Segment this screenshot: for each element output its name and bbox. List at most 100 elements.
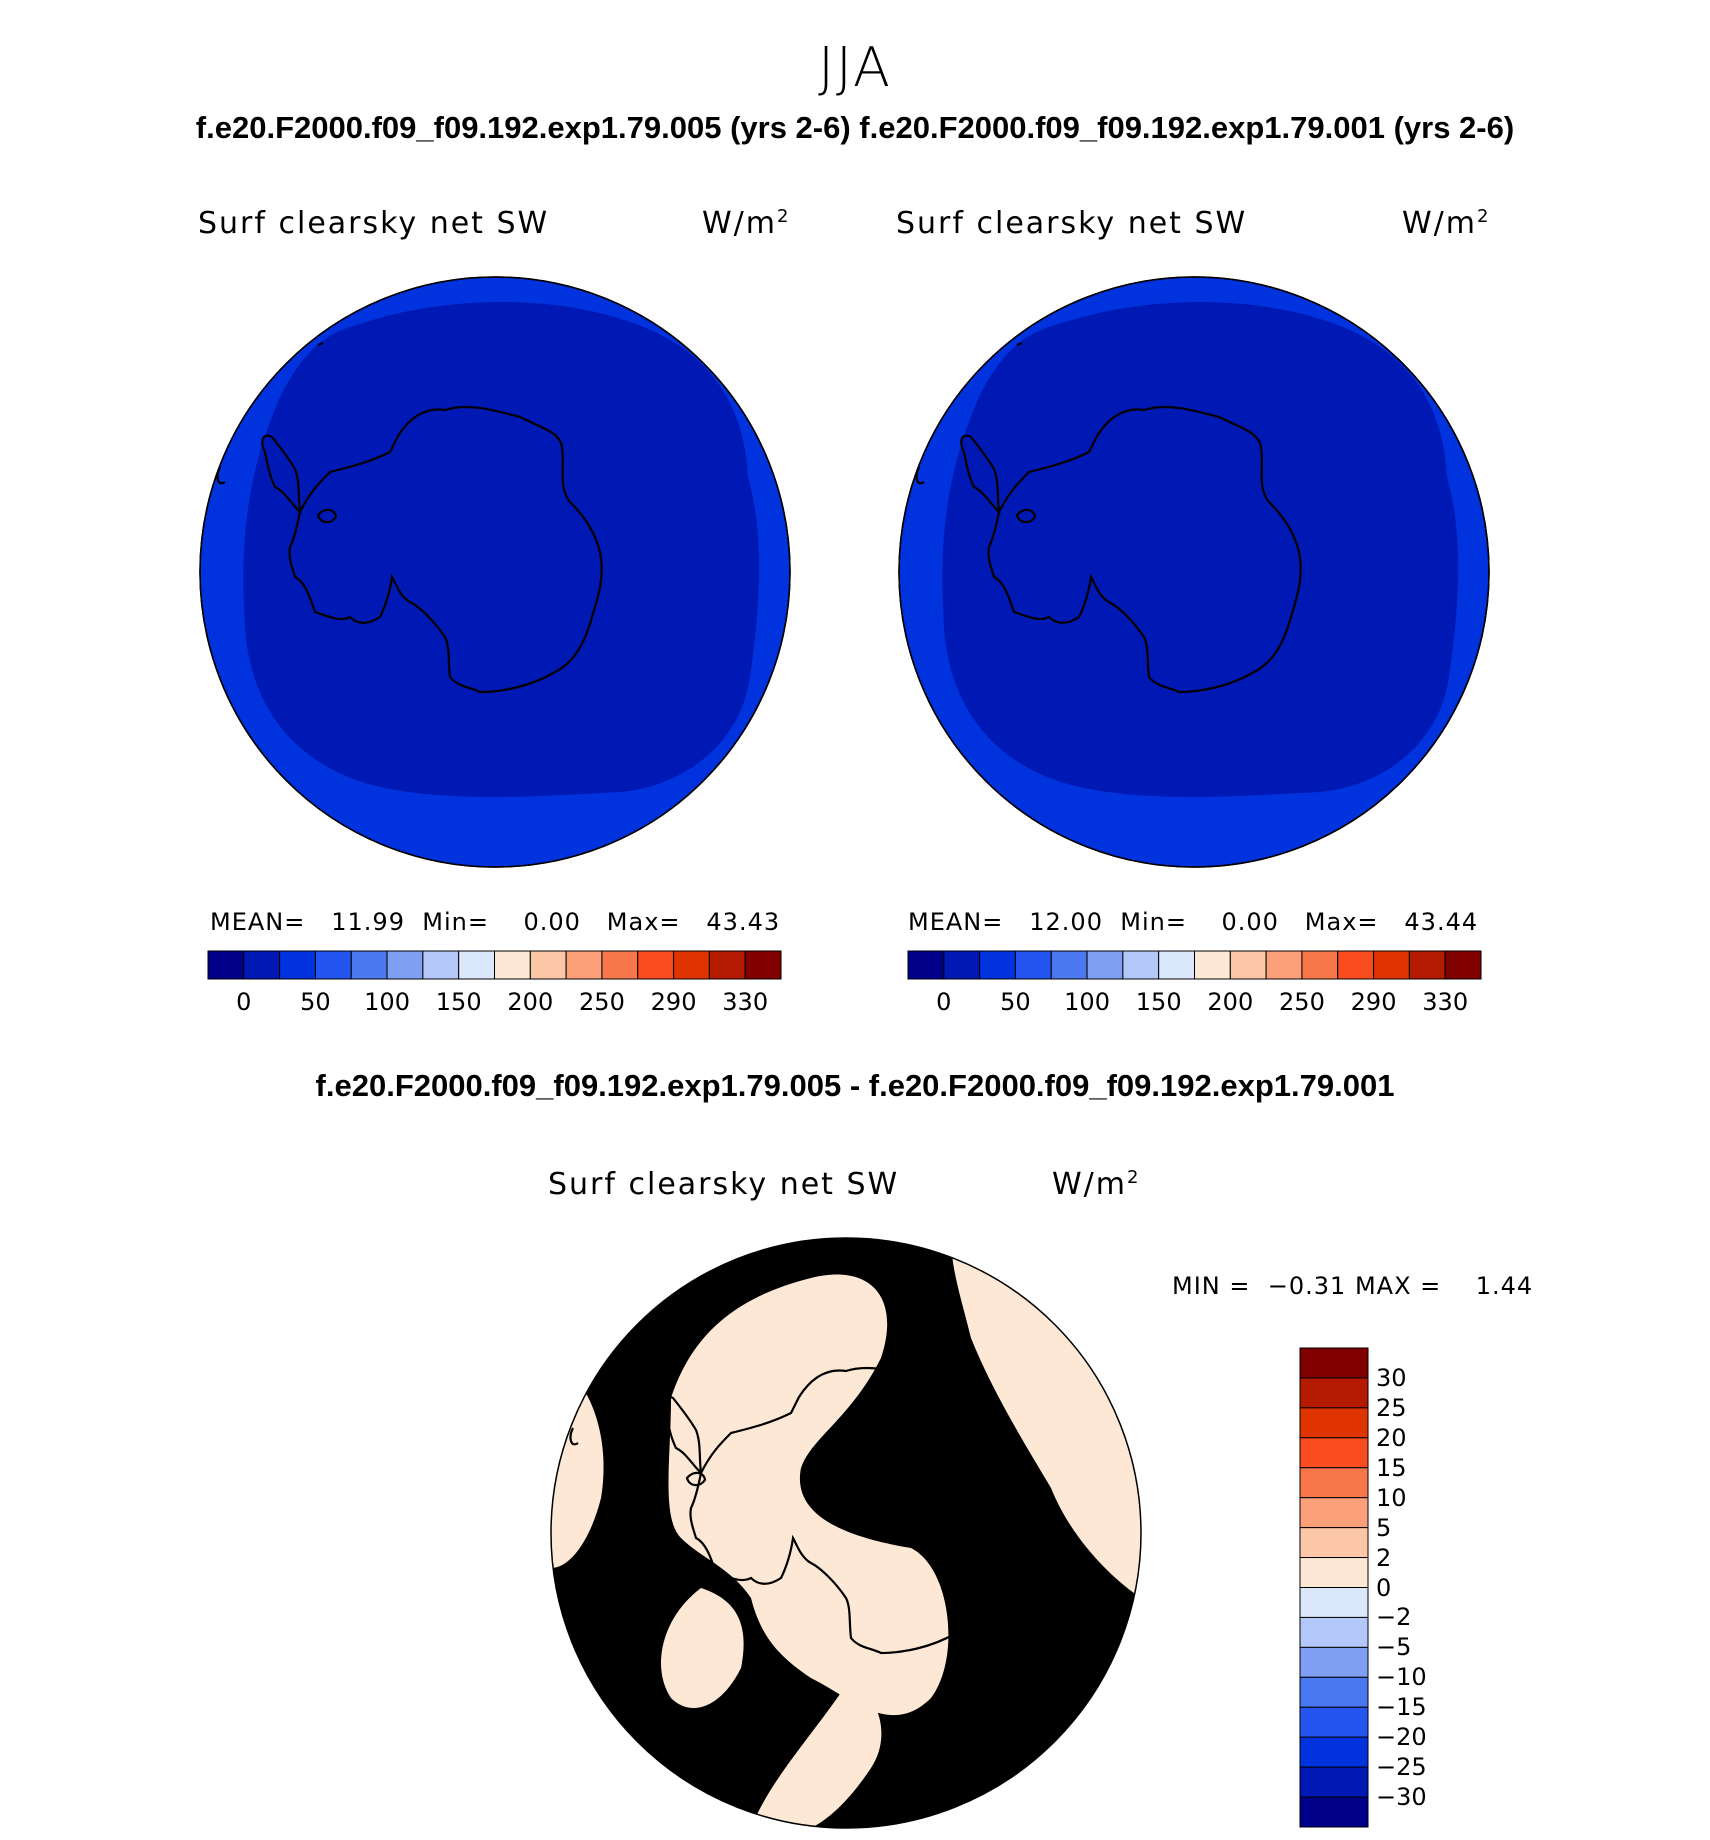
diff-polar-map: [550, 1237, 1142, 1829]
colorbar-swatch: [565, 950, 603, 980]
colorbar-swatch: [458, 950, 495, 980]
colorbar-swatch: [1158, 950, 1195, 980]
colorbar-swatch: [1299, 1736, 1369, 1768]
case-titles: f.e20.F2000.f09_f09.192.exp1.79.005 (yrs…: [195, 110, 1515, 145]
colorbar-swatch: [1299, 1557, 1369, 1588]
colorbar-swatch: [386, 950, 424, 980]
colorbar-tick-label: 15: [1376, 1453, 1407, 1482]
colorbar-tick-label: −15: [1376, 1693, 1427, 1722]
colorbar-tick-label: −20: [1376, 1723, 1427, 1752]
colorbar-swatch: [979, 950, 1016, 980]
map2-peninsula: [960, 434, 1001, 516]
diff-units: W/m2: [1052, 1167, 1141, 1202]
colorbar-swatch: [1014, 950, 1052, 980]
colorbar-swatch: [1299, 1796, 1369, 1828]
colorbar-tick-label: 250: [579, 988, 625, 1016]
colorbar-tick-label: 25: [1376, 1393, 1407, 1422]
colorbar-swatch: [1299, 1407, 1369, 1439]
diff-positive-regions: [551, 1238, 1141, 1828]
colorbar-swatch: [1229, 950, 1267, 980]
colorbar-swatch: [1299, 1437, 1369, 1469]
colorbar-tick-label: 0: [936, 988, 952, 1016]
colorbar-swatch: [494, 950, 531, 980]
colorbar-tick-label: 2: [1376, 1543, 1392, 1572]
difference-title: f.e20.F2000.f09_f09.192.exp1.79.005 - f.…: [315, 1068, 1395, 1103]
diff-peninsula: [662, 1395, 703, 1477]
colorbar-tick-label: 0: [236, 988, 252, 1016]
colorbar-swatch: [422, 950, 460, 980]
panel2-units: W/m2: [1402, 206, 1491, 241]
colorbar-tick-label: −10: [1376, 1663, 1427, 1692]
colorbar-tick-label: 5: [1376, 1513, 1392, 1542]
colorbar-swatch: [1299, 1497, 1369, 1529]
colorbar-swatch: [907, 950, 945, 980]
colorbar-swatch: [1299, 1377, 1369, 1409]
colorbar-tick-label: −30: [1376, 1783, 1427, 1812]
colorbar-swatch: [1444, 950, 1482, 980]
colorbar-swatch: [1299, 1676, 1369, 1708]
colorbar-swatch: [1337, 950, 1375, 980]
colorbar-swatch: [708, 950, 746, 980]
panel1-units: W/m2: [702, 206, 791, 241]
colorbar-tick-label: 100: [364, 988, 410, 1016]
panel2-polar-map: [898, 276, 1490, 868]
diff-antarctica-coastline: [689, 1366, 1004, 1655]
panel1-polar-map: [199, 276, 791, 868]
colorbar-swatch: [744, 950, 782, 980]
panel2-variable-title: Surf clearsky net SW: [896, 206, 1248, 241]
colorbar-tick-label: 290: [1350, 988, 1397, 1016]
colorbar-swatch: [529, 950, 567, 980]
colorbar-tick-label: 150: [1135, 988, 1182, 1016]
colorbar-swatch: [350, 950, 388, 980]
map2-antarctica-coastline: [987, 405, 1302, 694]
colorbar-tick-label: 200: [1207, 988, 1254, 1016]
diff-map-border: [550, 1237, 1142, 1829]
colorbar-swatch: [1299, 1347, 1369, 1379]
map2-inner-field: [942, 302, 1459, 797]
colorbar-tick-label: 200: [507, 988, 554, 1016]
colorbar-swatch: [1265, 950, 1303, 980]
colorbar-tick-label: 50: [1000, 988, 1031, 1016]
colorbar-swatch: [1050, 950, 1088, 980]
colorbar-tick-label: −5: [1376, 1633, 1412, 1662]
colorbar-tick-label: 100: [1064, 988, 1110, 1016]
colorbar-swatch: [1299, 1766, 1369, 1798]
colorbar-tick-label: −2: [1376, 1603, 1412, 1632]
map1-inner-field: [243, 302, 760, 797]
colorbar-swatch: [673, 950, 710, 980]
colorbar-swatch: [1299, 1587, 1369, 1618]
panel1-stats: MEAN= 11.99 Min= 0.00 Max= 43.43: [210, 908, 781, 936]
map1-border: [199, 276, 791, 868]
colorbar-swatch: [1299, 1467, 1369, 1499]
colorbar-tick-label: 0: [1376, 1573, 1392, 1602]
season-title: JJA: [818, 36, 892, 99]
diff-variable-title: Surf clearsky net SW: [548, 1167, 900, 1202]
panel1-variable-title: Surf clearsky net SW: [198, 206, 550, 241]
colorbar-swatch: [637, 950, 675, 980]
colorbar-swatch: [601, 950, 639, 980]
colorbar-swatch: [1299, 1527, 1369, 1559]
colorbar-swatch: [1373, 950, 1410, 980]
colorbar-tick-label: 10: [1376, 1483, 1407, 1512]
colorbar-tick-label: 290: [650, 988, 697, 1016]
colorbar-swatch: [243, 950, 281, 980]
colorbar-swatch: [314, 950, 352, 980]
colorbar-tick-label: 330: [1422, 988, 1469, 1016]
map1-antarctica-coastline: [288, 405, 603, 694]
colorbar-tick-label: 250: [1279, 988, 1325, 1016]
colorbar-swatch: [279, 950, 316, 980]
colorbar-tick-label: 30: [1376, 1363, 1407, 1392]
colorbar-tick-label: −25: [1376, 1753, 1427, 1782]
colorbar-swatch: [1408, 950, 1446, 980]
panel2-stats: MEAN= 12.00 Min= 0.00 Max= 43.44: [908, 908, 1479, 936]
colorbar-swatch: [1194, 950, 1231, 980]
colorbar-swatch: [1086, 950, 1124, 980]
colorbar-tick-label: 330: [722, 988, 769, 1016]
colorbar-swatch: [1299, 1646, 1369, 1678]
map2-border: [898, 276, 1490, 868]
diff-colorbar: [1299, 1347, 1369, 1828]
colorbar-swatch: [207, 950, 245, 980]
colorbar-swatch: [1299, 1706, 1369, 1738]
diff-stats: MIN = −0.31 MAX = 1.44: [1172, 1272, 1534, 1300]
colorbar-swatch: [1301, 950, 1339, 980]
